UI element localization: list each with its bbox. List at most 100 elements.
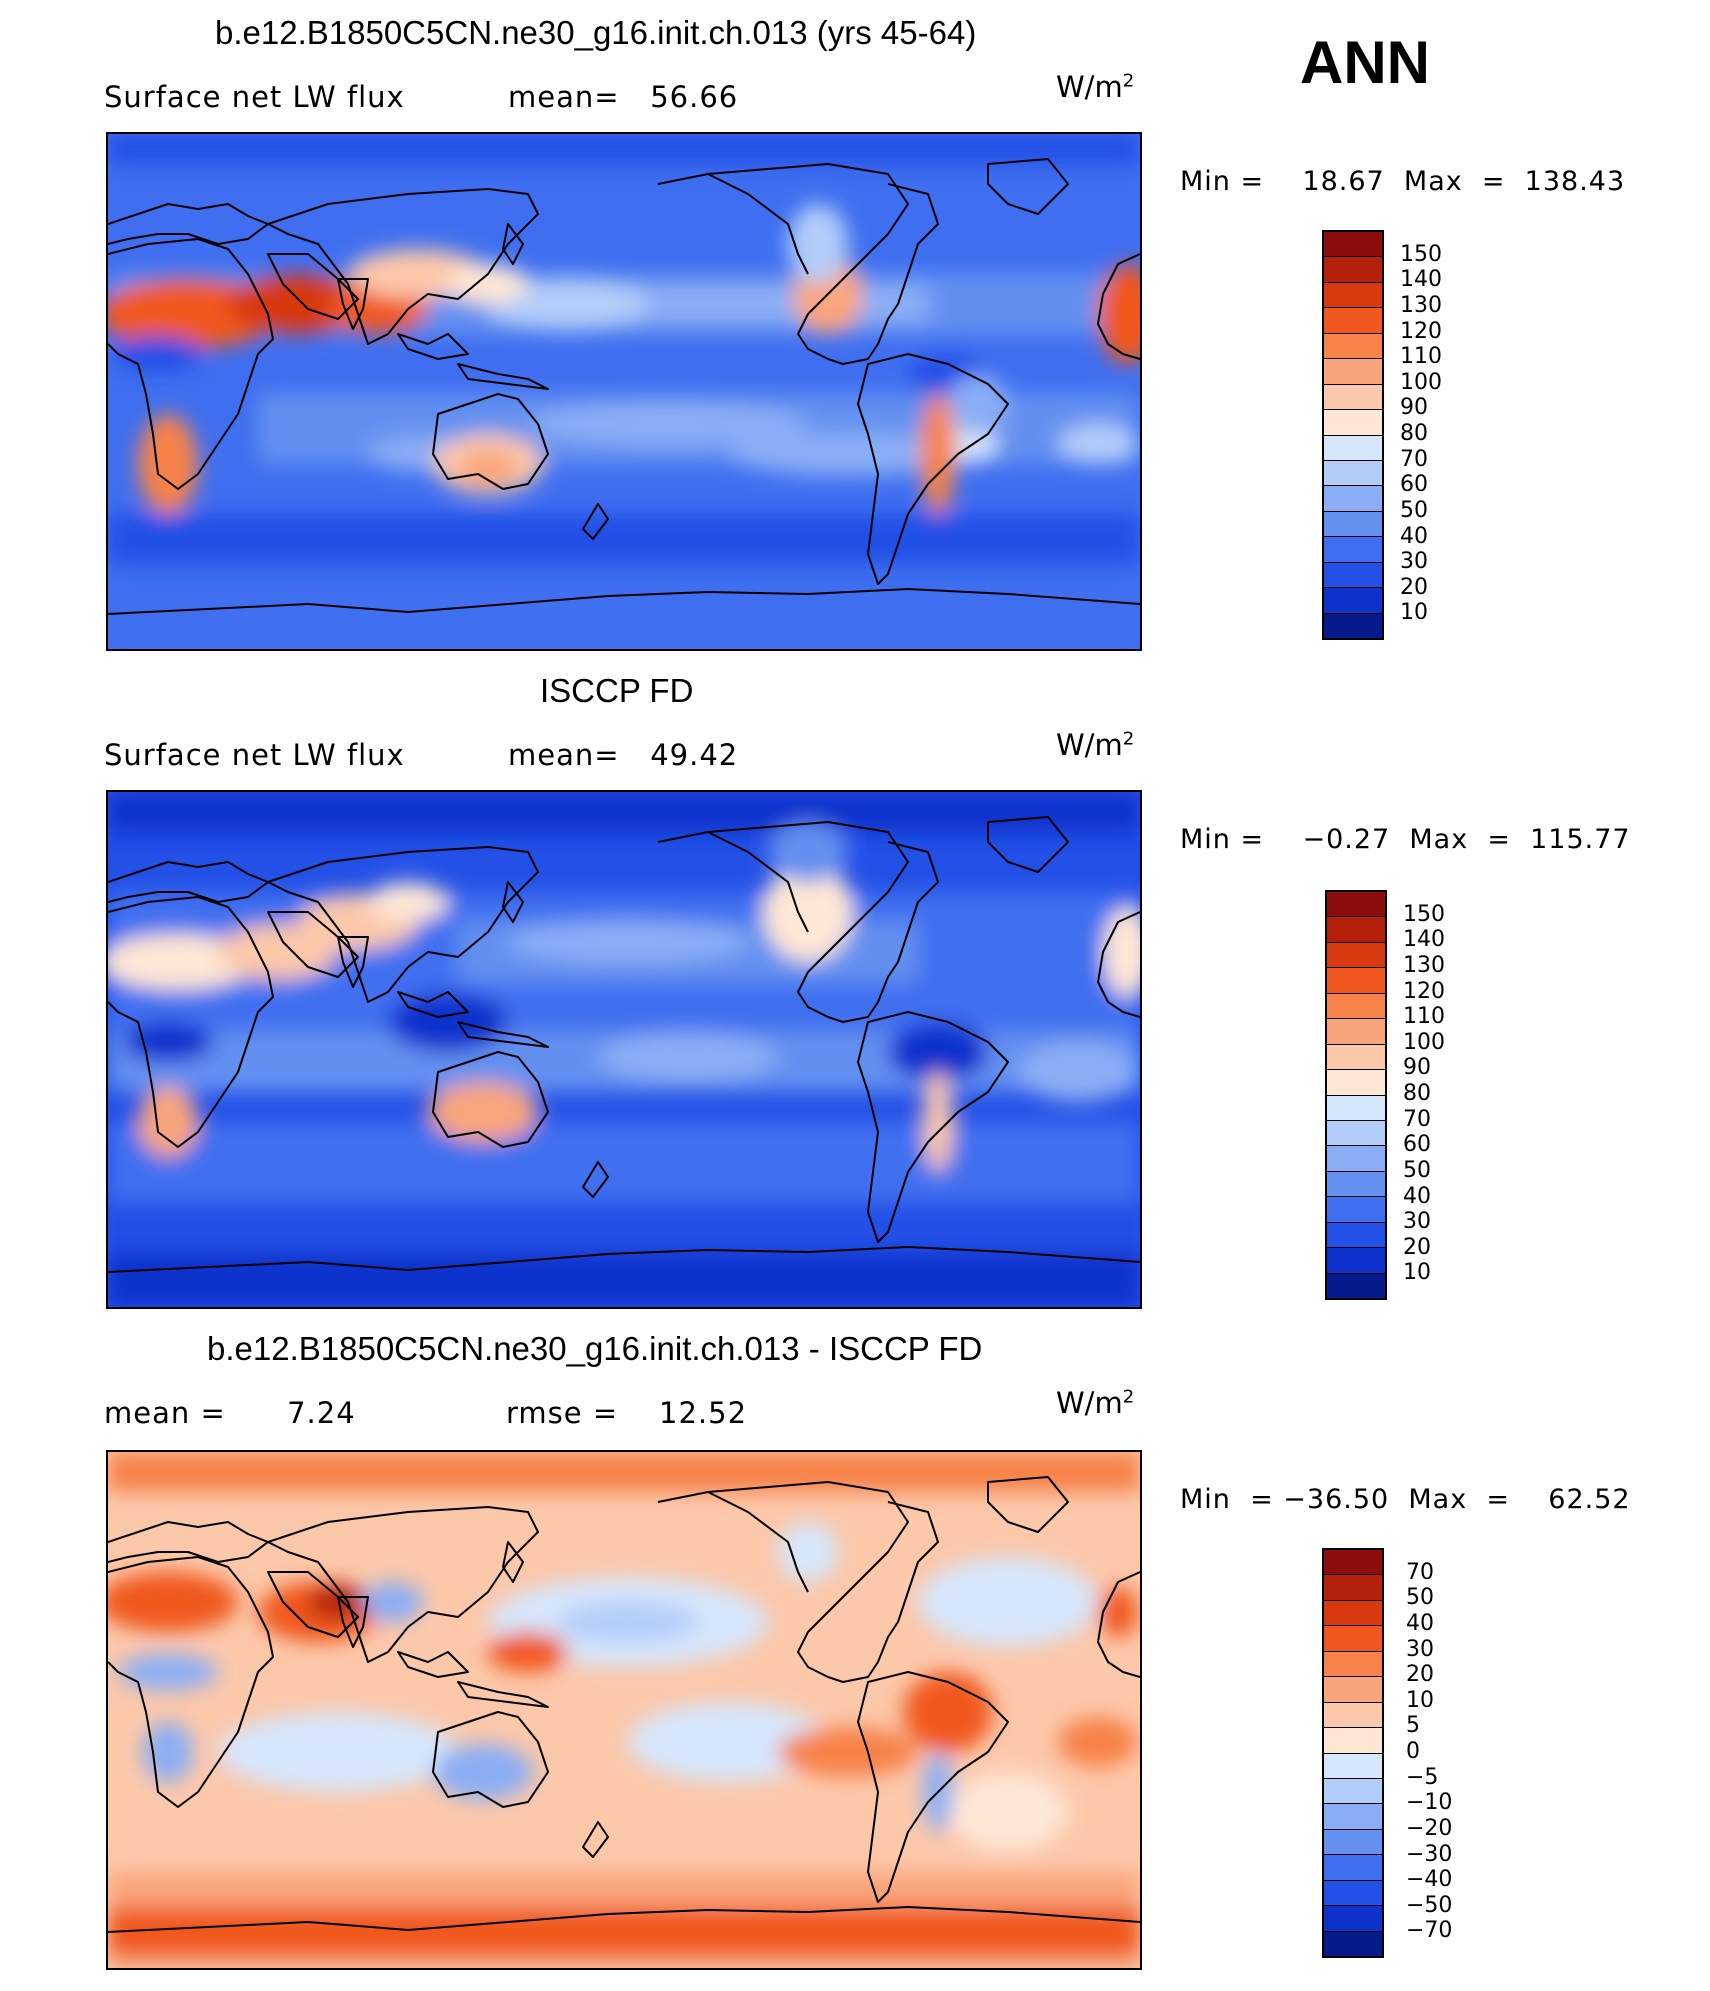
colorbar-tick-label: 140 [1400,267,1442,293]
panel-1-title: b.e12.B1850C5CN.ne30_g16.init.ch.013 (yr… [215,14,977,51]
colorbar-box [1324,435,1382,461]
colorbar-box [1324,1829,1382,1856]
panel-3-colorbar [1322,1548,1384,1958]
colorbar-tick-label: 0 [1406,1739,1420,1764]
colorbar-box [1324,486,1382,512]
panel-2-units: W/m2 [1056,728,1135,762]
panel-2-min-max: Min = −0.27 Max = 115.77 [1180,824,1631,855]
colorbar-tick-label: 10 [1406,1687,1434,1713]
colorbar-box [1324,359,1382,385]
colorbar-box [1324,1702,1382,1729]
colorbar-box [1327,1273,1385,1298]
colorbar-tick-label: −50 [1406,1892,1453,1918]
panel-3-map [106,1450,1142,1970]
panel-3-rmse-label: rmse = 12.52 [506,1396,748,1430]
colorbar-tick-label: −40 [1406,1867,1453,1893]
colorbar-tick-label: 50 [1403,1157,1431,1183]
colorbar-tick-label: 120 [1403,978,1445,1004]
colorbar-box [1324,1855,1382,1881]
colorbar-box [1327,1248,1385,1274]
colorbar-tick-label: −70 [1406,1918,1453,1944]
colorbar-box [1324,308,1382,334]
colorbar-box [1327,1197,1385,1223]
colorbar-tick-label: 150 [1400,241,1442,267]
colorbar-tick-label: 40 [1406,1610,1434,1636]
colorbar-tick-label: 60 [1403,1132,1431,1158]
colorbar-tick-label: 50 [1400,497,1428,523]
colorbar-tick-label: 90 [1403,1055,1431,1081]
colorbar-tick-label: 5 [1406,1713,1420,1739]
colorbar-box [1327,917,1385,943]
panel-2-colorbar [1325,890,1387,1300]
colorbar-box [1324,282,1382,309]
colorbar-box [1327,1044,1385,1071]
panel-2-mean-label: mean= 49.42 [508,738,739,772]
panel-1-variable-label: Surface net LW flux [104,80,405,114]
colorbar-tick-label: 80 [1400,421,1428,446]
colorbar-box [1324,588,1382,614]
colorbar-tick-label: 30 [1400,549,1428,575]
colorbar-tick-label: 100 [1403,1029,1445,1055]
colorbar-tick-label: 70 [1400,446,1428,472]
colorbar-box [1324,410,1382,436]
colorbar-tick-label: 20 [1406,1662,1434,1688]
colorbar-tick-label: 80 [1403,1081,1431,1106]
colorbar-box [1324,460,1382,487]
colorbar-tick-label: −10 [1406,1790,1453,1816]
colorbar-box [1324,511,1382,538]
colorbar-box [1324,333,1382,360]
panel-1-colorbar [1322,230,1384,640]
colorbar-tick-label: 110 [1400,344,1442,370]
colorbar-box [1324,1753,1382,1779]
panel-1-map-plot [108,134,1140,649]
colorbar-box [1324,1778,1382,1805]
colorbar-box [1327,1120,1385,1147]
colorbar-box [1324,232,1382,258]
colorbar-tick-label: 150 [1403,901,1445,927]
colorbar-tick-label: 20 [1400,574,1428,600]
colorbar-tick-label: −30 [1406,1841,1453,1867]
panel-3-min-max: Min = −36.50 Max = 62.52 [1180,1484,1631,1515]
colorbar-tick-label: 130 [1400,292,1442,318]
panel-2-title: ISCCP FD [540,672,694,709]
panel-1-mean-label: mean= 56.66 [508,80,739,114]
panel-3-mean-label: mean = 7.24 [104,1396,356,1430]
colorbar-tick-label: 140 [1403,927,1445,953]
colorbar-box [1324,613,1382,638]
colorbar-tick-label: 20 [1403,1234,1431,1260]
colorbar-box [1327,993,1385,1020]
panel-1-map [106,132,1142,651]
colorbar-box [1327,892,1385,918]
colorbar-tick-label: 50 [1406,1585,1434,1611]
colorbar-box [1324,384,1382,411]
panel-1-min-max: Min = 18.67 Max = 138.43 [1180,166,1626,197]
colorbar-tick-label: 70 [1403,1106,1431,1132]
colorbar-box [1324,257,1382,283]
colorbar-box [1327,1222,1385,1249]
colorbar-box [1324,1677,1382,1703]
panel-3-map-plot [108,1452,1140,1968]
colorbar-box [1327,968,1385,994]
colorbar-tick-label: 10 [1400,600,1428,626]
colorbar-box [1324,562,1382,589]
colorbar-tick-label: 110 [1403,1004,1445,1030]
colorbar-tick-label: 30 [1406,1636,1434,1662]
panel-3-title: b.e12.B1850C5CN.ne30_g16.init.ch.013 - I… [207,1330,983,1367]
colorbar-box [1324,1728,1382,1754]
panel-3-units: W/m2 [1056,1386,1135,1420]
colorbar-box [1324,1880,1382,1907]
colorbar-box [1327,1171,1385,1198]
season-label: ANN [1300,29,1430,96]
colorbar-box [1324,1804,1382,1830]
colorbar-box [1327,942,1385,969]
colorbar-tick-label: 120 [1400,318,1442,344]
colorbar-tick-label: 100 [1400,369,1442,395]
colorbar-tick-label: 70 [1406,1559,1434,1585]
colorbar-box [1327,1019,1385,1045]
colorbar-tick-label: 130 [1403,952,1445,978]
colorbar-tick-label: −5 [1406,1764,1439,1790]
colorbar-tick-label: 40 [1403,1183,1431,1209]
colorbar-box [1324,1550,1382,1576]
colorbar-box [1327,1070,1385,1096]
colorbar-box [1324,1906,1382,1932]
